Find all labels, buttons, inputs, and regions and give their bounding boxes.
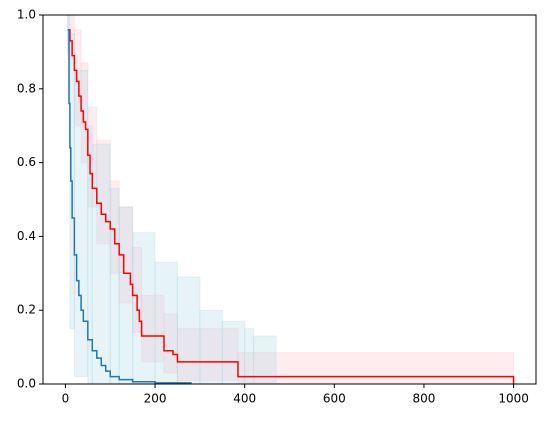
- confidence-band: [244, 328, 255, 385]
- y-tick-label: 0.0: [17, 377, 36, 391]
- confidence-band: [176, 328, 239, 381]
- x-tick-label: 800: [413, 392, 436, 406]
- confidence-band: [132, 232, 156, 385]
- y-tick-label: 0.4: [17, 229, 36, 243]
- y-tick-label: 0.8: [17, 81, 36, 95]
- bands: [67, 14, 515, 385]
- y-tick-label: 0.6: [17, 155, 36, 169]
- axes-frame: [42, 14, 537, 385]
- confidence-band: [73, 29, 82, 127]
- confidence-band: [221, 320, 246, 385]
- confidence-band: [91, 143, 111, 385]
- confidence-band: [176, 276, 201, 385]
- x-tick-label: 200: [144, 392, 167, 406]
- confidence-band: [109, 187, 120, 385]
- survival-line: [67, 29, 515, 384]
- confidence-band: [80, 62, 89, 164]
- confidence-band: [237, 352, 515, 385]
- confidence-band: [154, 261, 178, 385]
- x-tick-label: 0: [62, 392, 70, 406]
- y-tick-label: 0.2: [17, 303, 36, 317]
- x-tick-label: 400: [233, 392, 256, 406]
- y-tick-label: 1.0: [17, 8, 36, 22]
- confidence-band: [73, 69, 89, 378]
- x-tick-label: 600: [323, 392, 346, 406]
- confidence-band: [118, 206, 134, 385]
- confidence-band: [87, 106, 98, 208]
- survival-line: [67, 29, 192, 384]
- confidence-band: [199, 309, 223, 385]
- x-tick-label: 1000: [498, 392, 529, 406]
- lines: [67, 29, 515, 384]
